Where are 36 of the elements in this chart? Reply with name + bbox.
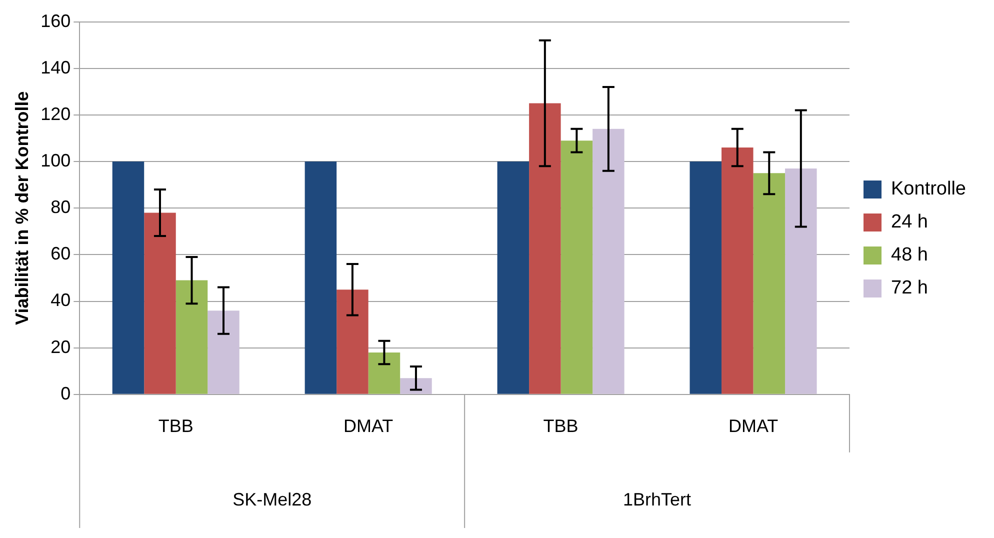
bar bbox=[690, 162, 722, 394]
bar bbox=[112, 162, 144, 394]
y-tick-label: 160 bbox=[40, 10, 71, 31]
legend-label: 48 h bbox=[891, 244, 928, 266]
x-tick-label: TBB bbox=[543, 416, 578, 436]
legend-label: Kontrolle bbox=[891, 178, 966, 200]
y-tick-label: 40 bbox=[50, 290, 71, 310]
y-axis-title: Viabilität in % der Kontrolle bbox=[12, 91, 32, 325]
bar bbox=[336, 290, 368, 394]
bar bbox=[400, 378, 432, 394]
bar bbox=[144, 212, 176, 394]
bar bbox=[785, 168, 817, 394]
legend-label: 24 h bbox=[891, 212, 928, 233]
bar bbox=[497, 162, 530, 394]
y-tick-label: 0 bbox=[60, 383, 71, 404]
bar bbox=[368, 352, 400, 394]
x-tick-label: DMAT bbox=[728, 416, 778, 436]
x-tick-label: DMAT bbox=[344, 416, 394, 436]
y-tick-label: 140 bbox=[40, 57, 71, 78]
y-tick-label: 20 bbox=[50, 336, 71, 357]
legend-label: 72 h bbox=[891, 278, 928, 299]
y-tick-label: 80 bbox=[50, 197, 71, 218]
bar bbox=[722, 148, 754, 394]
bar bbox=[304, 162, 337, 394]
bar bbox=[208, 310, 240, 394]
bar bbox=[560, 140, 593, 394]
bar bbox=[529, 103, 561, 394]
y-tick-label: 100 bbox=[40, 150, 71, 170]
bar bbox=[753, 173, 786, 394]
x-tick-label: TBB bbox=[158, 416, 194, 436]
y-tick-label: 60 bbox=[50, 244, 71, 264]
y-tick-label: 120 bbox=[40, 104, 71, 124]
text: SK-Mel28 bbox=[232, 489, 312, 510]
bar bbox=[592, 128, 624, 394]
text: 1BrhTert bbox=[623, 489, 692, 510]
bar bbox=[176, 280, 208, 394]
